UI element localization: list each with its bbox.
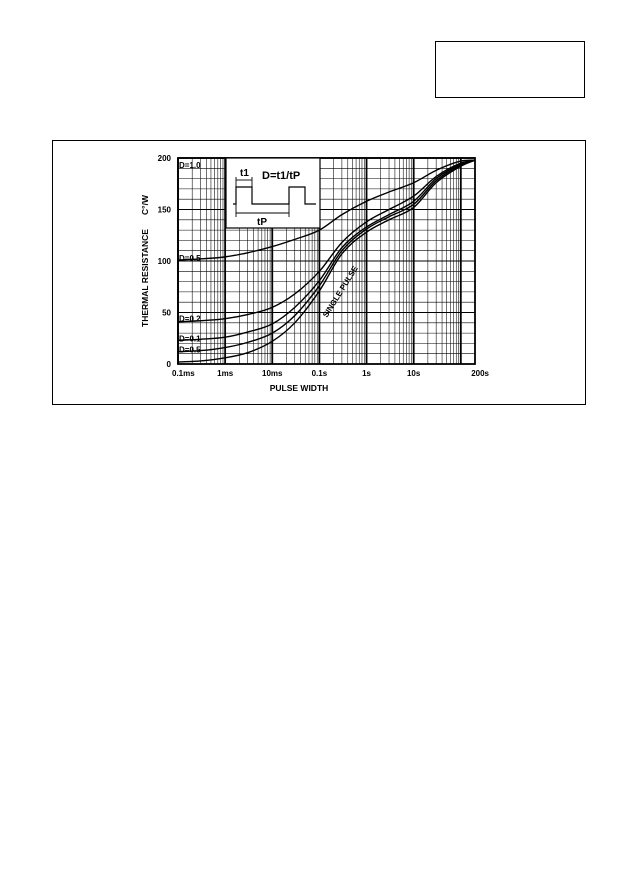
inset-box (225, 157, 321, 229)
x-tick-label: 200s (471, 369, 489, 378)
curve-label: D=0.5 (179, 346, 201, 355)
single-pulse-annotation: SINGLE PULSE (321, 264, 360, 319)
x-tick-label: 0.1ms (172, 369, 195, 378)
y-axis-unit: C°/W (140, 194, 150, 215)
y-axis-title: THERMAL RESISTANCE (140, 229, 150, 327)
title-placeholder-box (435, 41, 585, 98)
pulse-inset: t1 tP D=t1/tP (225, 157, 321, 229)
x-tick-label: 10ms (262, 369, 283, 378)
curve-label: D=0.5 (179, 254, 201, 263)
chart-labels: 0.1ms 1ms 10ms 0.1s 1s 10s 200s 0 50 100 150 200 D=1… (158, 154, 490, 378)
t1-label: t1 (240, 168, 249, 179)
y-tick-label: 150 (158, 206, 172, 215)
figure-frame (52, 140, 586, 405)
y-tick-label: 0 (167, 360, 172, 369)
curve-label: D=1.0 (179, 161, 201, 170)
y-tick-label: 50 (162, 309, 171, 318)
curve-d-0-1 (177, 159, 476, 342)
curve-label: D=0.1 (179, 334, 201, 343)
curve-label: D=0.2 (179, 315, 201, 324)
chart-curves (177, 157, 476, 363)
curve-d-0-2 (177, 159, 476, 323)
curve-d-0-5 (177, 159, 476, 261)
x-tick-label: 1ms (217, 369, 234, 378)
x-axis-title: PULSE WIDTH (270, 383, 329, 393)
curve-d-0-5-lower- (177, 159, 476, 353)
curve-single-pulse (177, 159, 476, 363)
pulse-waveform (233, 186, 316, 205)
x-tick-label: 10s (407, 369, 421, 378)
y-tick-label: 200 (158, 154, 172, 163)
duty-formula: D=t1/tP (262, 170, 300, 182)
y-tick-label: 100 (158, 257, 172, 266)
x-tick-label: 0.1s (312, 369, 328, 378)
tp-label: tP (257, 217, 267, 228)
x-tick-label: 1s (362, 369, 371, 378)
